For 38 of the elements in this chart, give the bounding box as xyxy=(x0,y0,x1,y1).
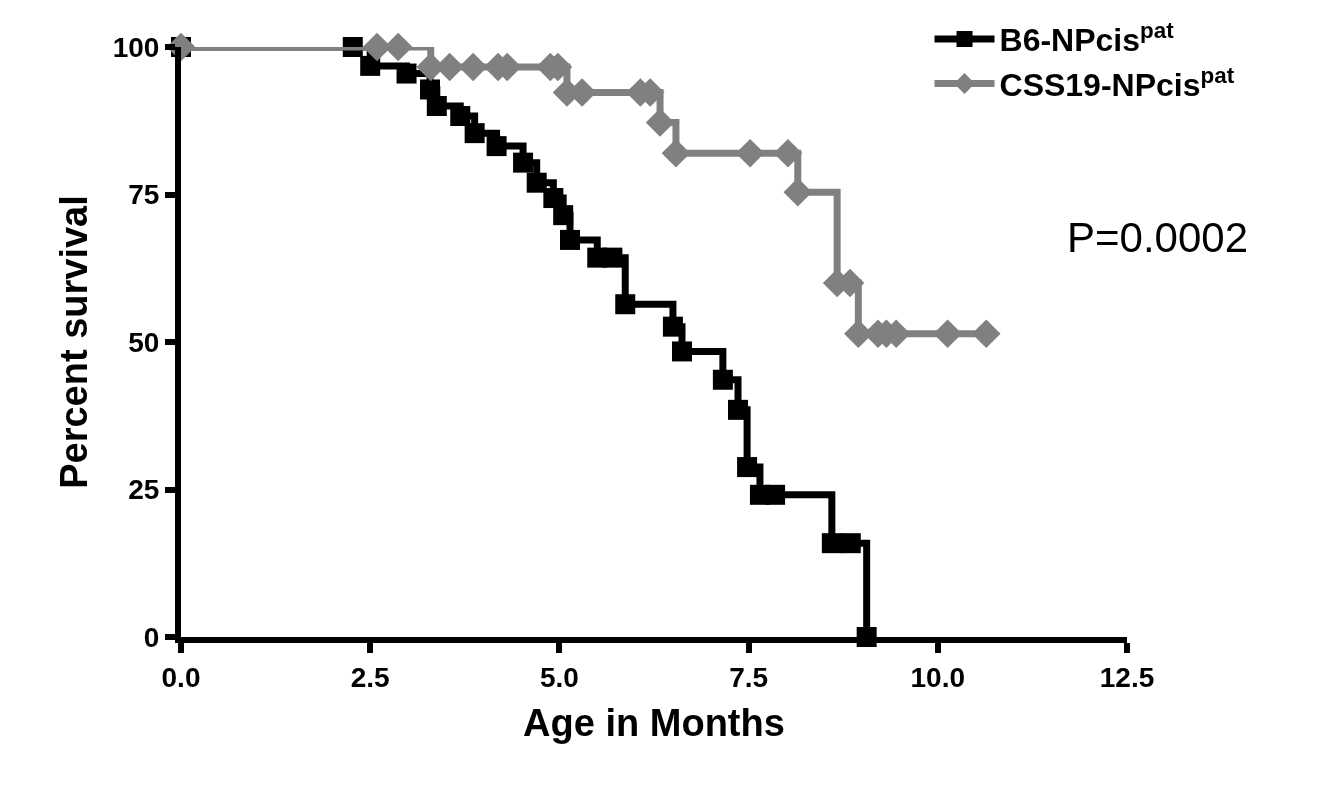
point xyxy=(360,55,381,76)
point xyxy=(464,123,485,144)
x-tick-label: 7.5 xyxy=(729,661,769,693)
y-tick-label: 25 xyxy=(128,474,160,506)
x-tick-label: 0.0 xyxy=(161,661,201,693)
point xyxy=(526,172,547,193)
point xyxy=(728,399,748,420)
x-tick-label: 5.0 xyxy=(539,661,579,693)
point xyxy=(486,136,507,157)
point xyxy=(615,294,636,315)
y-axis-title: Percent survival xyxy=(53,195,96,489)
x-axis-title: Age in Months xyxy=(523,702,785,745)
point xyxy=(737,457,758,478)
point xyxy=(450,106,471,127)
legend-label: B6-NPcis$^{pat}$ xyxy=(999,17,1175,59)
x-tick-label: 2.5 xyxy=(350,661,390,693)
point xyxy=(426,96,447,116)
y-tick-label: 0 xyxy=(143,621,160,653)
point xyxy=(672,341,692,362)
x-tick-label: 10.0 xyxy=(910,661,966,693)
point xyxy=(396,63,417,84)
point xyxy=(543,188,564,209)
y-tick-label: 50 xyxy=(128,326,160,358)
point xyxy=(712,369,733,390)
point xyxy=(513,152,534,173)
point xyxy=(662,316,683,337)
y-tick-label: 75 xyxy=(128,179,160,211)
point xyxy=(553,205,574,226)
point xyxy=(840,533,861,554)
point xyxy=(765,484,786,505)
point xyxy=(602,247,623,268)
point xyxy=(821,533,842,554)
y-tick-label: 100 xyxy=(112,31,160,63)
annotation: P=0.0002 xyxy=(1067,214,1249,261)
legend-label: CSS19-NPcis$^{pat}$ xyxy=(999,62,1235,103)
point xyxy=(560,229,580,250)
point xyxy=(933,319,962,349)
x-tick-label: 12.5 xyxy=(1099,661,1155,693)
